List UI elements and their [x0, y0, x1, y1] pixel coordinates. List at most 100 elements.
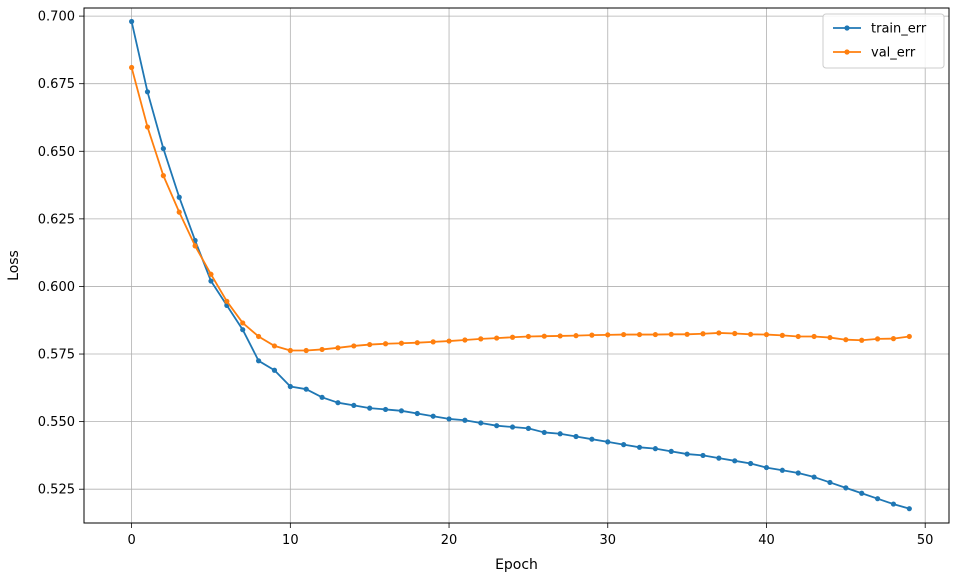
- val_err-point: [573, 333, 579, 339]
- val_err-point: [716, 330, 722, 336]
- val_err-point: [446, 338, 452, 344]
- val_err-point: [795, 333, 801, 340]
- train_err-point: [494, 423, 500, 429]
- train_err-point: [287, 383, 293, 390]
- val_err-point: [319, 346, 325, 353]
- grid: [84, 8, 949, 523]
- val_err-point: [605, 332, 611, 338]
- train_err-point: [160, 145, 166, 152]
- train_err-point: [351, 402, 357, 409]
- train_err-point: [668, 448, 674, 454]
- val_err-point: [748, 331, 754, 337]
- y-tick-label: 0.575: [38, 348, 75, 363]
- train_err-point: [827, 479, 833, 486]
- train_err-point: [843, 485, 849, 491]
- val_err-point: [398, 340, 405, 346]
- x-axis-label: Epoch: [495, 557, 538, 573]
- val_err-point: [367, 341, 373, 348]
- x-tick-label: 10: [282, 533, 299, 548]
- val_err-point: [557, 333, 563, 339]
- train_err-point: [367, 405, 373, 411]
- train_err-point: [748, 460, 754, 467]
- plot-frame: [83, 7, 950, 524]
- train_err-point: [271, 367, 278, 373]
- train_err-point: [240, 327, 246, 333]
- train_err-point: [652, 446, 658, 452]
- train_err-point: [208, 278, 214, 284]
- train_err-point: [478, 420, 484, 426]
- y-axis-label: Loss: [6, 250, 22, 281]
- train_err-point: [700, 452, 706, 459]
- val_err-point: [700, 331, 706, 337]
- val_err-point: [240, 320, 246, 326]
- val_err-point: [509, 334, 516, 340]
- train_err-line: [130, 21, 910, 510]
- ticks: 0 10 20 30 40 50 0.525 0.550 0.575 0.600 0.625 0.65…: [38, 10, 934, 548]
- val_err-point: [351, 343, 357, 349]
- train_err-point: [557, 431, 563, 437]
- x-tick-label: 20: [441, 533, 458, 548]
- val_err-point: [843, 337, 849, 343]
- val_err-point: [636, 331, 643, 338]
- y-tick-label: 0.525: [38, 483, 75, 498]
- val_err-point: [621, 331, 627, 338]
- val_err-point: [827, 334, 833, 341]
- val_err-point: [478, 336, 484, 342]
- train_err-point: [811, 474, 817, 480]
- val_err-point: [668, 331, 674, 337]
- train_err-point: [446, 416, 452, 422]
- val_err-point: [525, 333, 532, 340]
- train_err-point: [732, 458, 738, 464]
- train_err-point: [255, 358, 262, 364]
- train_err-point: [763, 464, 770, 471]
- val_err-point: [763, 331, 770, 338]
- y-tick-label: 0.550: [38, 415, 75, 430]
- val_err-point: [271, 343, 278, 349]
- val_err-point: [382, 341, 389, 347]
- legend-label-val_err: val_err: [871, 46, 916, 61]
- val_err-point: [859, 337, 865, 343]
- val_err-point: [652, 331, 658, 338]
- val_err-point: [589, 332, 595, 338]
- val_err-point: [906, 333, 912, 340]
- val_err-point: [494, 335, 500, 341]
- train_err-point: [605, 439, 611, 445]
- y-tick-label: 0.625: [38, 212, 75, 227]
- series-layer: [129, 18, 912, 512]
- train_err-point: [509, 424, 516, 430]
- train_err-point: [589, 436, 595, 442]
- x-tick-label: 0: [127, 533, 135, 548]
- train_err-point: [129, 18, 135, 25]
- train_err-point: [795, 470, 801, 476]
- train_err-point: [525, 425, 532, 431]
- series-val_err: [129, 64, 912, 354]
- train_err-point: [430, 413, 436, 419]
- val_err-point: [430, 339, 436, 345]
- y-tick-label: 0.700: [38, 10, 75, 25]
- train_err-point: [573, 433, 579, 440]
- val_err-point: [335, 345, 341, 351]
- train_err-point: [636, 444, 643, 450]
- train_err-point: [874, 496, 881, 502]
- train_err-point: [541, 429, 547, 436]
- val_err-line: [130, 67, 910, 352]
- legend-marker-train_err: [844, 25, 850, 31]
- train_err-point: [319, 394, 325, 400]
- val_err-point: [811, 333, 817, 340]
- legend-marker-val_err: [844, 49, 850, 55]
- val_err-point: [176, 209, 182, 215]
- train_err-point: [144, 89, 151, 95]
- val_err-point: [541, 333, 547, 339]
- legend: train_err val_err: [822, 13, 945, 69]
- train_err-point: [398, 408, 405, 414]
- train_err-point: [462, 417, 468, 423]
- val_err-point: [890, 336, 897, 342]
- val_err-point: [255, 333, 262, 340]
- x-tick-label: 50: [917, 533, 934, 548]
- y-tick-label: 0.675: [38, 77, 75, 92]
- legend-label-train_err: train_err: [871, 22, 927, 37]
- train_err-point: [859, 490, 865, 496]
- y-tick-label: 0.600: [38, 280, 75, 295]
- val_err-point: [779, 332, 785, 338]
- train_err-point: [906, 506, 912, 512]
